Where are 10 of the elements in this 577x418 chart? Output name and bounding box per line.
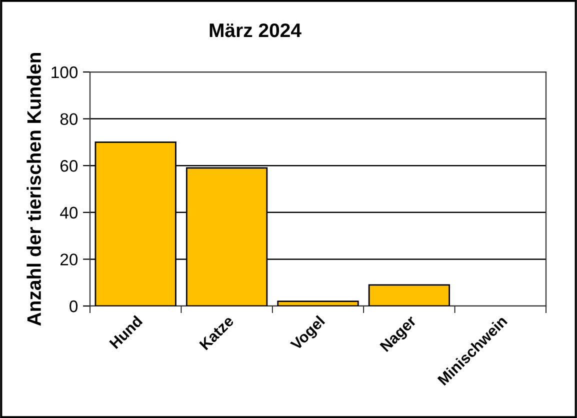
bar <box>368 284 450 306</box>
y-tick-label: 60 <box>60 160 78 172</box>
y-tick-label: 80 <box>60 113 78 126</box>
y-tick-label: 100 <box>52 66 78 78</box>
y-tick-label: 0 <box>70 300 78 312</box>
y-tick-label: 20 <box>60 254 78 266</box>
chart-title: März 2024 <box>210 23 302 38</box>
y-tick-label: 40 <box>60 206 78 219</box>
y-axis-title: Anzahl der tierischen Kunden <box>26 52 41 326</box>
bar <box>277 300 359 306</box>
